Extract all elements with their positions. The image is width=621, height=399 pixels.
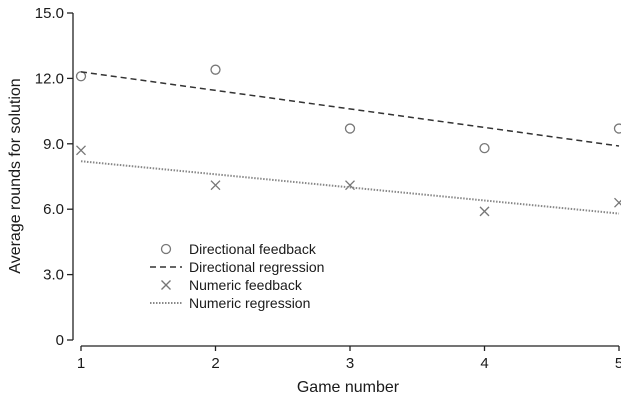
directional-feedback-point bbox=[344, 123, 356, 134]
axes: 0 3.0 6.0 9.0 12.0 15.0 1 2 3 4 5 bbox=[35, 5, 621, 372]
directional-feedback-point bbox=[210, 64, 221, 75]
directional-feedback-point bbox=[479, 143, 490, 154]
y-tick-label: 12.0 bbox=[35, 70, 64, 87]
numeric-regression-line bbox=[80, 160, 620, 215]
numeric-feedback-point bbox=[614, 197, 621, 208]
y-tick-label: 3.0 bbox=[43, 267, 64, 284]
y-axis-label: Average rounds for solution bbox=[7, 78, 24, 273]
legend-swatch-directional-feedback bbox=[160, 243, 172, 255]
x-tick-label: 3 bbox=[346, 355, 354, 372]
numeric-feedback-point bbox=[76, 145, 86, 156]
y-tick-label: 15.0 bbox=[35, 5, 64, 22]
legend-label-numeric-regression: Numeric regression bbox=[189, 295, 310, 311]
x-tick-label: 2 bbox=[211, 355, 219, 372]
legend-label-directional-regression: Directional regression bbox=[189, 259, 324, 275]
directional-feedback-point bbox=[75, 71, 87, 82]
numeric-feedback-point bbox=[479, 206, 490, 217]
numeric-feedback-point bbox=[210, 180, 221, 191]
y-tick-label: 0 bbox=[56, 332, 64, 349]
directional-feedback-point bbox=[613, 123, 621, 134]
chart-marks bbox=[75, 64, 621, 217]
directional-regression-line bbox=[80, 71, 620, 147]
x-tick-label: 5 bbox=[615, 355, 621, 372]
y-tick-label: 6.0 bbox=[43, 201, 64, 218]
y-tick-label: 9.0 bbox=[43, 136, 64, 153]
legend-swatch-numeric-feedback bbox=[161, 280, 171, 290]
legend: Directional feedback Directional regressi… bbox=[150, 241, 324, 311]
legend-label-numeric-feedback: Numeric feedback bbox=[189, 277, 303, 293]
legend-label-directional-feedback: Directional feedback bbox=[189, 241, 317, 257]
x-tick-label: 4 bbox=[480, 355, 488, 372]
x-axis-label: Game number bbox=[297, 379, 400, 396]
x-tick-label: 1 bbox=[77, 355, 85, 372]
